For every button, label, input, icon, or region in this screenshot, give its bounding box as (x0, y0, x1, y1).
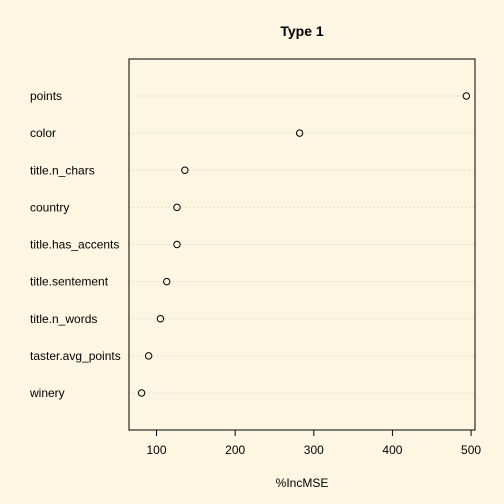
data-point (295, 129, 304, 137)
data-point (163, 277, 171, 286)
chart-title: Type 1 (280, 23, 324, 39)
data-point (156, 315, 165, 323)
data-point (181, 166, 189, 174)
category-label: title.sentement (30, 275, 109, 289)
data-point (137, 389, 146, 397)
category-label: taster.avg_points (30, 349, 121, 363)
data-points (137, 92, 471, 397)
x-tick-label: 500 (461, 443, 481, 457)
guide-lines (129, 95, 475, 394)
data-point (173, 240, 181, 249)
x-tick-label: 100 (147, 443, 167, 457)
x-tick-label: 400 (382, 443, 402, 457)
category-label: winery (29, 386, 65, 400)
category-label: country (30, 200, 69, 214)
category-label: points (30, 89, 62, 103)
x-axis-label: %IncMSE (276, 476, 329, 490)
category-label: title.n_chars (30, 163, 95, 177)
category-label: title.has_accents (30, 238, 119, 252)
data-point (144, 352, 153, 360)
data-point (173, 203, 181, 212)
x-tick-label: 300 (304, 443, 324, 457)
category-label: title.n_words (30, 312, 97, 326)
category-label: color (30, 126, 56, 140)
x-tick-label: 200 (225, 443, 245, 457)
x-axis: 100 200 300 400 500 (147, 429, 481, 457)
data-point (462, 92, 471, 100)
